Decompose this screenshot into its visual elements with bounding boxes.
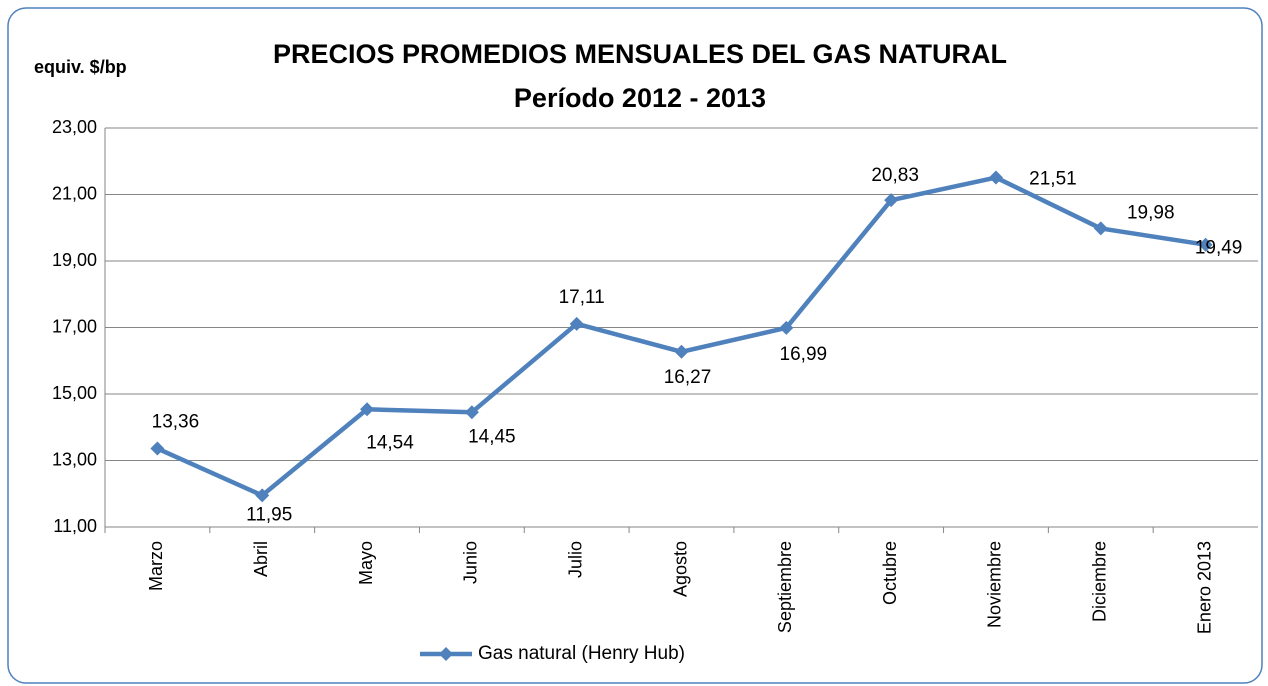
data-point (884, 193, 899, 208)
data-point (779, 320, 794, 335)
x-tick-label: Diciembre (1090, 541, 1110, 622)
value-label: 20,83 (871, 165, 919, 186)
data-point (150, 441, 165, 456)
y-tick-label: 21,00 (52, 183, 97, 203)
y-tick-label: 23,00 (52, 117, 97, 137)
data-point (255, 488, 270, 503)
x-tick-label: Abril (251, 541, 271, 577)
data-point (1198, 237, 1213, 252)
x-tick-label: Julio (565, 541, 585, 578)
value-label: 14,54 (366, 432, 414, 453)
value-label: 21,51 (1029, 169, 1077, 190)
data-point (674, 344, 689, 359)
data-point (464, 405, 479, 420)
y-tick-label: 19,00 (52, 250, 97, 270)
x-tick-label: Mayo (356, 541, 376, 585)
value-label: 19,98 (1127, 202, 1175, 223)
x-tick-label: Agosto (670, 541, 690, 597)
value-label: 16,27 (664, 367, 712, 388)
data-point (1093, 221, 1108, 236)
value-label: 17,11 (559, 287, 605, 308)
y-axis-label: equiv. $/bp (34, 57, 127, 77)
data-point (988, 170, 1003, 185)
value-label: 14,45 (468, 426, 516, 447)
x-tick-label: Septiembre (775, 541, 795, 633)
chart-subtitle: Período 2012 - 2013 (514, 83, 766, 113)
value-label: 16,99 (780, 344, 828, 365)
y-tick-label: 13,00 (52, 449, 97, 469)
x-tick-label: Noviembre (985, 541, 1005, 628)
x-tick-label: Marzo (146, 541, 166, 591)
data-point (569, 316, 584, 331)
chart-title: PRECIOS PROMEDIOS MENSUALES DEL GAS NATU… (273, 39, 1007, 69)
legend-label: Gas natural (Henry Hub) (478, 643, 685, 664)
value-label: 19,49 (1195, 238, 1243, 259)
value-label: 11,95 (246, 504, 292, 525)
x-tick-label: Octubre (880, 541, 900, 605)
y-tick-label: 17,00 (52, 316, 97, 336)
x-tick-label: Junio (461, 541, 481, 584)
y-tick-label: 15,00 (52, 383, 97, 403)
y-tick-label: 11,00 (53, 516, 97, 536)
chart-frame (7, 7, 1263, 684)
x-tick-label: Enero 2013 (1194, 541, 1214, 634)
legend-marker (439, 647, 453, 661)
value-label: 13,36 (152, 412, 200, 433)
data-point (360, 402, 375, 417)
